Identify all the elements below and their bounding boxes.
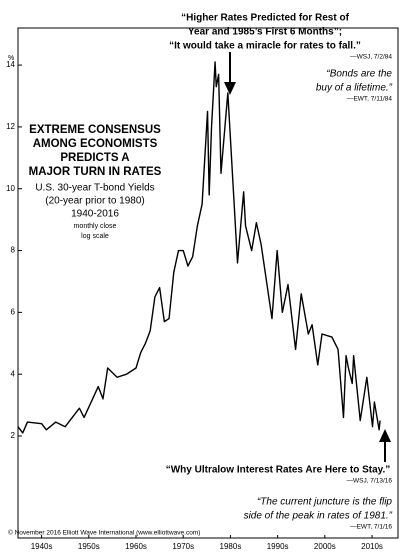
x-tick-label: 1970s (172, 542, 194, 551)
x-tick-label: 1990s (267, 542, 289, 551)
x-tick-label: 2010s (361, 542, 383, 551)
x-tick-label: 1960s (125, 542, 147, 551)
annotation-line: Year and 1985’s First 6 Months”; (188, 27, 342, 38)
title-line: AMONG ECONOMISTS (33, 138, 158, 150)
title-line: MAJOR TURN IN RATES (29, 166, 162, 178)
annotation-line: “Higher Rates Predicted for Rest of (181, 13, 349, 24)
arrow-up-head (379, 429, 391, 442)
annotation-line: “Why Ultralow Interest Rates Are Here to… (166, 465, 391, 476)
title-line: EXTREME CONSENSUS (29, 124, 161, 136)
y-tick-label: 8 (11, 246, 16, 255)
annotation-line: “It would take a miracle for rates to fa… (169, 41, 361, 52)
y-tick-label: 4 (11, 369, 16, 378)
annotation-source: —EWT, 7/11/84 (347, 96, 392, 103)
annotation-line: buy of a lifetime.” (316, 83, 393, 94)
subtitle-line: 1940-2016 (71, 209, 119, 220)
arrow-down-head (224, 82, 236, 95)
annotation-line: “Bonds are the (326, 69, 392, 80)
yield-line (17, 61, 381, 434)
plot-frame (17, 27, 399, 539)
x-tick-label: 1940s (31, 542, 53, 551)
y-axis-label: % (8, 55, 14, 62)
annotation-source: —WSJ, 7/13/16 (346, 478, 392, 485)
annotation-line: side of the peak in rates of 1981.” (244, 511, 393, 522)
title-line: PREDICTS A (60, 152, 129, 164)
annotation-source: —EWT, 7/1/16 (350, 524, 392, 531)
subtitle-line: (20-year prior to 1980) (45, 196, 145, 207)
footer: © November 2016 Elliott Wave Internation… (8, 529, 200, 537)
note: log scale (81, 233, 109, 240)
subtitle-line: U.S. 30-year T-bond Yields (35, 183, 154, 194)
annotation-source: —WSJ, 7/2/84 (350, 54, 392, 61)
note: monthly close (74, 223, 117, 230)
y-tick-label: 2 (11, 431, 16, 440)
y-tick-label: 10 (6, 184, 15, 193)
y-tick-label: 6 (11, 307, 16, 316)
x-tick-label: 1980s (220, 542, 242, 551)
y-tick-label: 12 (6, 122, 15, 131)
y-tick-label: 14 (6, 60, 15, 69)
annotation-line: “The current juncture is the flip (257, 497, 392, 508)
x-tick-label: 1950s (78, 542, 100, 551)
x-tick-label: 2000s (314, 542, 336, 551)
